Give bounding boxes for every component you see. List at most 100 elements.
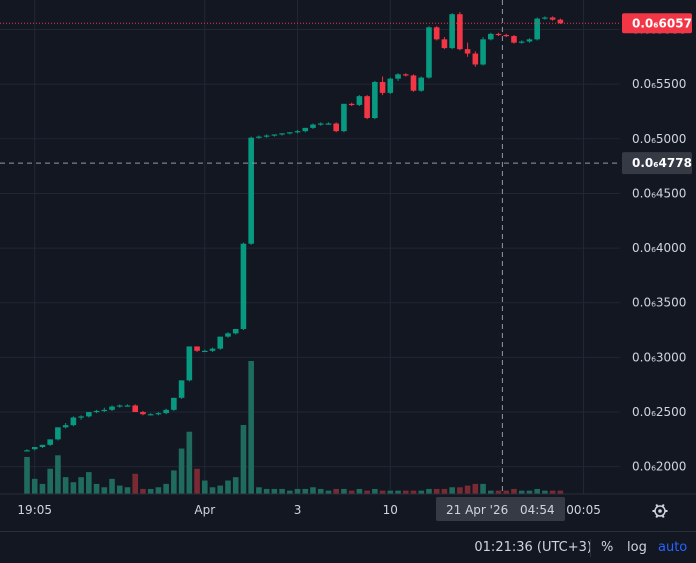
- candle-body: [518, 41, 525, 43]
- candle-body: [178, 380, 185, 398]
- volume-bar: [62, 477, 69, 494]
- volume-bar: [171, 470, 177, 494]
- volume-bar: [534, 488, 540, 494]
- candle-body: [395, 74, 401, 79]
- chart-background: [0, 0, 696, 531]
- candle-body: [410, 75, 417, 91]
- clock-timezone[interactable]: 01:21:36 (UTC+3): [474, 540, 592, 555]
- x-tick-label: Apr: [194, 503, 215, 517]
- volume-bar: [325, 490, 332, 494]
- volume-bar: [86, 472, 92, 494]
- candle-body: [387, 78, 394, 93]
- candle-body: [364, 96, 370, 119]
- volume-bar: [549, 490, 556, 494]
- candle-body: [24, 450, 30, 452]
- candle-body: [480, 39, 486, 65]
- volume-bar: [132, 473, 139, 494]
- volume-bar: [47, 468, 53, 494]
- candle-body: [225, 333, 231, 337]
- candle-body: [217, 336, 224, 349]
- volume-bar: [194, 468, 200, 494]
- candle-body: [333, 123, 339, 132]
- volume-bar: [232, 477, 239, 494]
- volume-bar: [287, 490, 293, 494]
- volume-bar: [310, 487, 316, 494]
- volume-bar: [240, 424, 247, 494]
- volume-bar: [333, 488, 339, 494]
- candle-body: [256, 136, 262, 138]
- volume-bar: [155, 487, 162, 494]
- auto-scale-toggle[interactable]: auto: [658, 540, 688, 555]
- gear-icon-tooth: [655, 514, 659, 518]
- x-tick-label: 10: [383, 503, 398, 517]
- volume-bar: [449, 487, 455, 494]
- volume-bar: [410, 490, 417, 494]
- candle-body: [47, 439, 53, 445]
- price-chart[interactable]: 0.0₆2000 0.0₆2500 0.0₆3000 0.0₆3500 0.0₆4000…: [0, 0, 696, 531]
- volume-bar: [364, 490, 370, 494]
- chart-footer: 01:21:36 (UTC+3) % log auto: [0, 531, 696, 563]
- candle-body: [55, 427, 61, 440]
- volume-bar: [488, 490, 494, 494]
- candle-body: [495, 33, 502, 36]
- volume-bar: [294, 488, 301, 494]
- candle-body: [78, 416, 84, 418]
- y-tick-label: 0.0₆4500: [632, 186, 686, 200]
- volume-bar: [217, 485, 224, 494]
- volume-bar: [372, 488, 378, 494]
- candle-body: [426, 27, 432, 78]
- candle-body: [488, 33, 494, 40]
- volume-bar: [503, 490, 510, 494]
- volume-bar: [379, 490, 386, 494]
- candle-body: [302, 127, 309, 132]
- volume-bar: [39, 483, 46, 494]
- volume-bar: [101, 487, 108, 494]
- volume-bar: [426, 488, 432, 494]
- volume-bar: [209, 487, 216, 494]
- candle-body: [39, 444, 46, 448]
- volume-bar: [464, 485, 471, 494]
- volume-bar: [70, 482, 77, 494]
- candle-body: [194, 346, 200, 351]
- candle-body: [132, 405, 139, 413]
- candle-body: [116, 405, 123, 407]
- candle-body: [449, 14, 455, 49]
- candle-body: [356, 96, 363, 105]
- candle-body: [279, 133, 285, 135]
- volume-bar: [248, 361, 254, 494]
- volume-bar: [395, 490, 401, 494]
- volume-bar: [317, 488, 324, 494]
- candle-body: [348, 103, 355, 106]
- gear-icon-tooth: [655, 504, 659, 508]
- gear-icon[interactable]: [652, 504, 668, 518]
- candle-body: [511, 36, 517, 43]
- candle-body: [457, 14, 463, 50]
- volume-bar: [225, 480, 231, 494]
- volume-bar: [55, 455, 61, 494]
- volume-bar: [279, 488, 285, 494]
- candle-body: [101, 409, 108, 412]
- y-tick-label: 0.0₆5500: [632, 77, 686, 91]
- percent-scale-toggle[interactable]: %: [601, 540, 614, 555]
- volume-bar: [348, 490, 355, 494]
- volume-bar: [387, 490, 394, 494]
- volume-bar: [542, 490, 548, 494]
- candle-body: [147, 414, 154, 416]
- candle-body: [503, 34, 510, 37]
- candle-body: [379, 81, 386, 93]
- y-tick-label: 0.0₆5000: [632, 132, 686, 146]
- gear-icon-hub: [658, 509, 662, 513]
- candle-body: [31, 447, 38, 450]
- y-tick-label: 0.0₆2000: [632, 460, 686, 474]
- candle-body: [526, 39, 533, 42]
- volume-bar: [24, 456, 30, 494]
- candle-body: [232, 328, 239, 334]
- log-scale-toggle[interactable]: log: [627, 540, 647, 555]
- gear-icon-tooth: [661, 504, 665, 508]
- volume-bar: [201, 480, 208, 494]
- volume-bar: [124, 487, 131, 494]
- candle-body: [140, 412, 146, 415]
- candle-body: [418, 77, 425, 91]
- candle-body: [263, 135, 270, 137]
- candle-body: [433, 27, 440, 40]
